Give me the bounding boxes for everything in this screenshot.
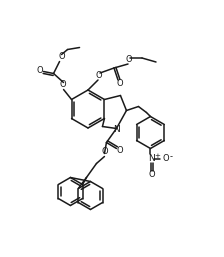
Text: O: O	[116, 146, 123, 155]
Text: O: O	[101, 147, 108, 156]
Text: O: O	[96, 70, 102, 79]
Text: O: O	[117, 79, 123, 88]
Text: O: O	[59, 80, 66, 89]
Text: O: O	[58, 52, 65, 61]
Text: O: O	[126, 54, 132, 63]
Text: N: N	[114, 124, 120, 133]
Text: O: O	[162, 154, 169, 163]
Text: -: -	[170, 152, 173, 161]
Text: N: N	[148, 154, 155, 163]
Text: +: +	[155, 153, 160, 160]
Text: O: O	[148, 170, 155, 179]
Text: O: O	[36, 66, 43, 75]
